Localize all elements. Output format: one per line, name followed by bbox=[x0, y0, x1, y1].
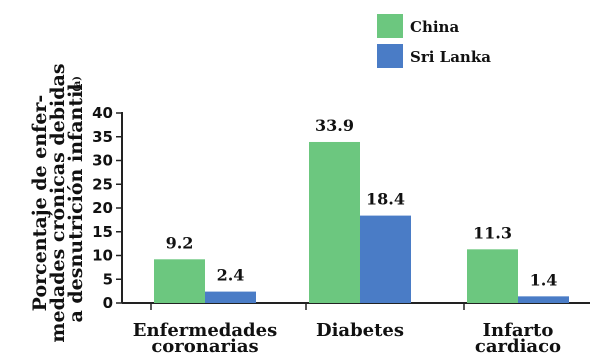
legend-label: China bbox=[410, 18, 459, 36]
y-tick-label: 5 bbox=[103, 270, 113, 288]
y-axis-title-line: a desnutrición infantil bbox=[65, 83, 87, 322]
bars bbox=[154, 141, 569, 303]
y-tick-label: 40 bbox=[92, 104, 113, 122]
data-label: 1.4 bbox=[530, 270, 558, 289]
legend: China Sri Lanka bbox=[377, 14, 491, 68]
y-tick-label: 10 bbox=[92, 247, 113, 265]
bar bbox=[360, 215, 411, 303]
category-label-line: Diabetes bbox=[316, 320, 404, 341]
legend-label: Sri Lanka bbox=[410, 48, 491, 66]
category-label-line: coronarias bbox=[151, 336, 258, 357]
labels: 9.2 2.4 Enfermedades coronarias 33.9 18.4 Diab… bbox=[133, 116, 561, 357]
legend-swatch bbox=[377, 14, 403, 38]
y-axis-title: Porcentaje de enfer-medades crónicas deb… bbox=[29, 63, 87, 342]
data-label: 9.2 bbox=[166, 233, 194, 252]
category-label-line: Enfermedades bbox=[133, 320, 277, 341]
y-tick-label: 30 bbox=[92, 152, 113, 170]
y-tick-label: 25 bbox=[92, 175, 113, 193]
bar bbox=[154, 259, 205, 303]
y-tick-label: 35 bbox=[92, 128, 113, 146]
category-label-line: Infarto bbox=[483, 320, 554, 341]
data-label: 33.9 bbox=[315, 116, 354, 135]
data-label: 2.4 bbox=[217, 266, 245, 285]
bar bbox=[467, 249, 518, 303]
category-label: Diabetes bbox=[316, 320, 404, 341]
y-axis-title-note: (a) bbox=[72, 76, 83, 92]
y-tick-label: 15 bbox=[92, 223, 113, 241]
category-label: Infarto cardiaco bbox=[475, 320, 561, 357]
bar bbox=[205, 291, 256, 303]
y-axis-label: Porcentaje de enfer-medades crónicas deb… bbox=[29, 63, 87, 342]
category-label-line: cardiaco bbox=[475, 336, 561, 357]
category-label: Enfermedades coronarias bbox=[133, 320, 277, 357]
y-axis-title-line: medades crónicas debidas bbox=[47, 63, 69, 342]
y-axis-title-line: Porcentaje de enfer- bbox=[29, 95, 51, 312]
data-label: 11.3 bbox=[473, 223, 512, 242]
data-label: 18.4 bbox=[366, 190, 405, 209]
bar bbox=[309, 141, 360, 303]
legend-swatch bbox=[377, 44, 403, 68]
bar bbox=[518, 296, 569, 303]
y-tick-label: 20 bbox=[92, 199, 113, 217]
y-tick-label: 0 bbox=[103, 294, 113, 312]
